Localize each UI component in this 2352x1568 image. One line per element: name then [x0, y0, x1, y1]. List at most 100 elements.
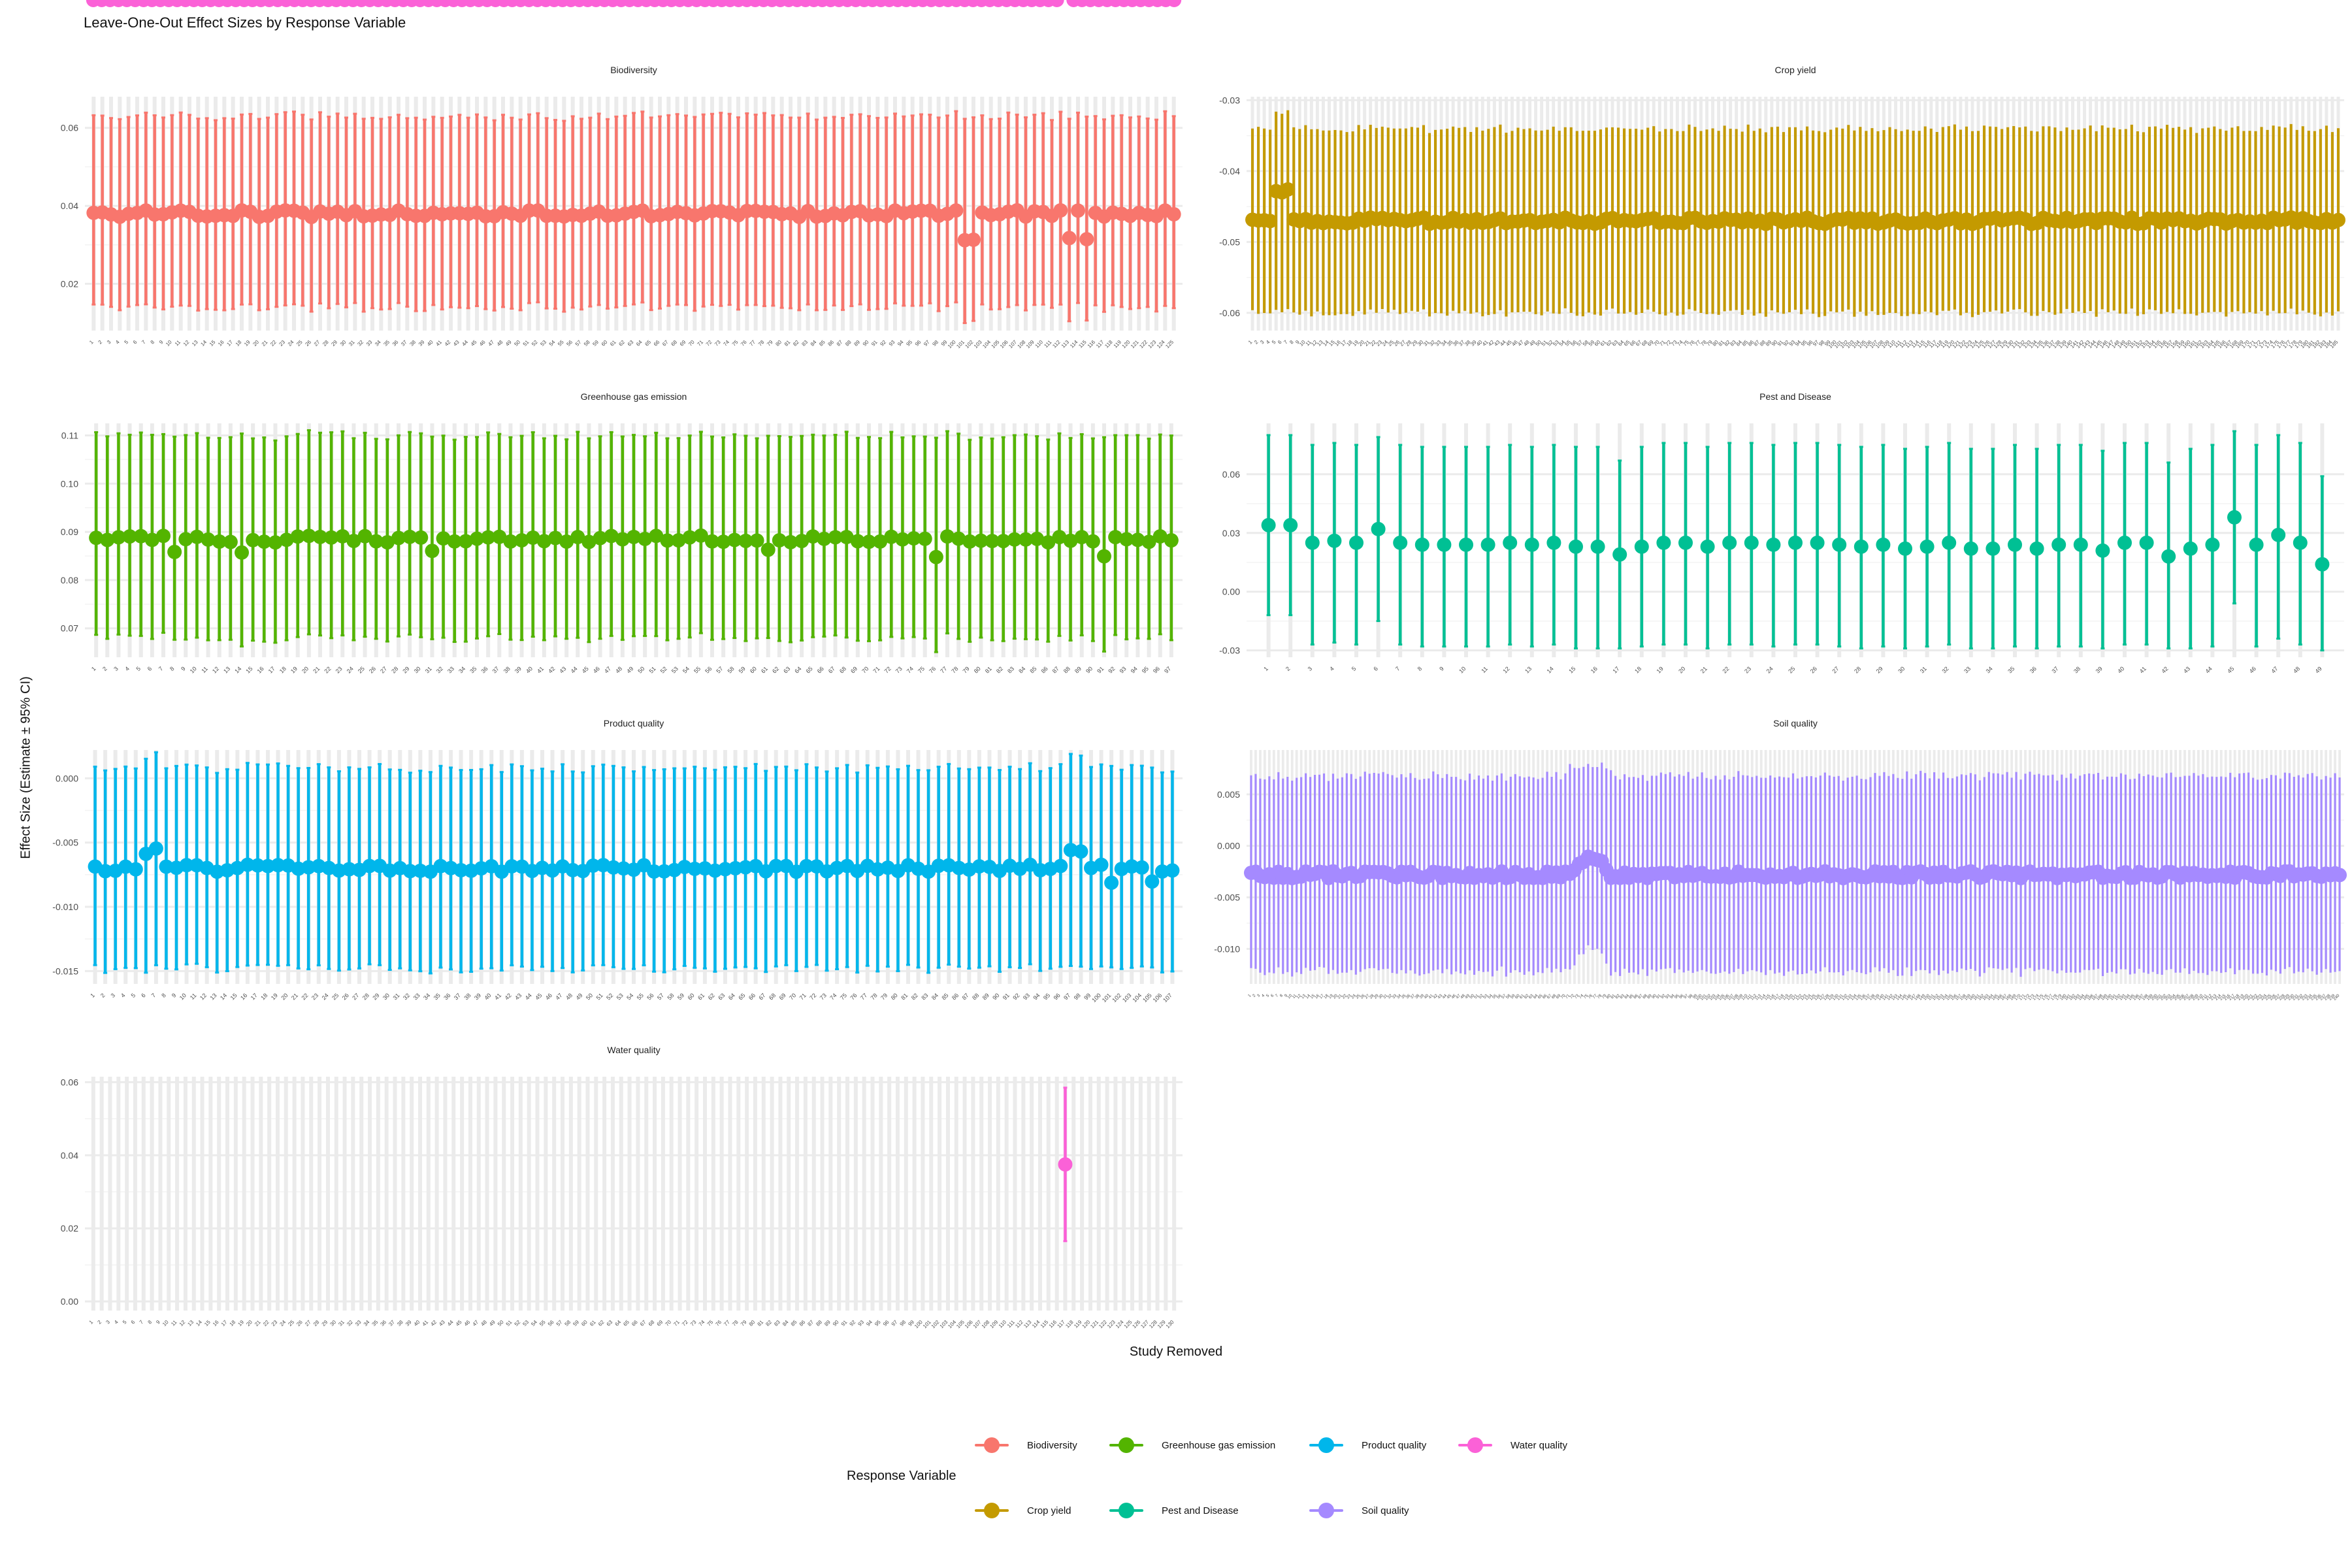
x-tick-label: 37 — [2050, 665, 2059, 674]
x-tick-label: 116 — [1086, 339, 1097, 350]
y-tick-label: 0.02 — [61, 1223, 78, 1233]
x-tick-label: 2 — [1284, 665, 1292, 672]
x-tick-label: 20 — [252, 339, 260, 348]
x-tick-label: 11 — [170, 1319, 178, 1328]
x-tick-label: 53 — [615, 992, 625, 1001]
facet-panel-biodiversity: Biodiversity0.020.040.061 2 3 4 5 6 7 8 9 10 11 12 1… — [61, 65, 1183, 350]
x-tick-label: 31 — [1919, 665, 1928, 674]
x-tick-label: 20 — [280, 992, 289, 1001]
x-tick-label: 4 — [1265, 339, 1271, 346]
x-tick-label: 8 — [1288, 339, 1295, 346]
x-tick-label: 21 — [1699, 665, 1708, 674]
x-tick-label: 46 — [463, 1319, 472, 1328]
estimate-point — [2183, 542, 2198, 556]
x-tick-label: 59 — [676, 992, 685, 1001]
x-tick-label: 9 — [180, 665, 187, 672]
x-tick-label: 11 — [200, 665, 209, 674]
x-tick-label: 23 — [310, 992, 319, 1001]
x-tick-label: 111 — [1043, 339, 1053, 349]
x-tick-label: 48 — [2292, 665, 2301, 674]
x-tick-label: 4 — [123, 665, 131, 672]
x-axis-title: Study Removed — [0, 1345, 2352, 1360]
x-tick-label: 65 — [622, 1319, 630, 1328]
estimate-point — [156, 529, 171, 543]
x-tick-label: 35 — [382, 339, 391, 348]
y-tick-label: 0.06 — [1222, 469, 1240, 480]
x-tick-label: 40 — [525, 665, 534, 674]
x-tick-label: 5 — [1271, 339, 1277, 346]
x-tick-label: 13 — [208, 992, 218, 1001]
estimate-point — [2315, 557, 2329, 572]
x-tick-label: 43 — [452, 339, 461, 348]
y-tick-label: -0.010 — [52, 902, 78, 912]
x-tick-label: 28 — [390, 665, 399, 674]
x-tick-label: 39 — [514, 665, 523, 674]
x-tick-label: 68 — [838, 665, 847, 674]
x-tick-label: 12 — [1501, 665, 1511, 674]
legend-label: Pest and Disease — [1162, 1505, 1239, 1516]
x-tick-label: 83 — [1006, 665, 1015, 674]
x-tick-label: 74 — [906, 665, 915, 674]
x-tick-label: 76 — [928, 665, 937, 674]
x-tick-label: 7 — [1394, 665, 1401, 672]
x-tick-label: 72 — [705, 339, 713, 348]
x-tick-label: 10 — [178, 992, 188, 1001]
estimate-point — [1053, 859, 1068, 874]
x-tick-label: 14 — [233, 665, 242, 674]
x-tick-label: 71 — [696, 339, 704, 348]
x-tick-label: 60 — [749, 665, 758, 674]
x-tick-label: 32 — [1940, 665, 1950, 674]
x-tick-label: 13 — [191, 339, 199, 348]
x-tick-label: 94 — [1130, 665, 1139, 674]
x-tick-label: 98 — [931, 339, 939, 348]
x-tick-label: 34 — [1985, 665, 1994, 674]
x-tick-label: 64 — [635, 339, 644, 348]
x-tick-label: 89 — [853, 339, 861, 348]
x-tick-label: 16 — [217, 339, 225, 348]
x-tick-label: 37 — [400, 339, 408, 348]
x-tick-label: 89 — [1073, 665, 1083, 674]
x-tick-label: 49 — [2314, 665, 2323, 674]
x-tick-label: 61 — [696, 992, 706, 1001]
x-tick-label: 24 — [346, 665, 355, 674]
x-tick-label: 77 — [748, 339, 757, 348]
estimate-point — [1591, 540, 1605, 554]
x-tick-label: 39 — [417, 339, 426, 348]
x-tick-label: 86 — [951, 992, 960, 1001]
x-tick-label: 11 — [174, 339, 182, 348]
x-tick-label: 70 — [788, 992, 797, 1001]
estimate-point — [2331, 213, 2345, 227]
estimate-point — [1262, 518, 1276, 532]
y-tick-label: 0.09 — [61, 527, 78, 537]
y-tick-label: 0.10 — [61, 478, 78, 489]
y-tick-label: 0.02 — [61, 278, 78, 289]
x-tick-label: 8 — [160, 992, 167, 999]
x-tick-label: 77 — [939, 665, 948, 674]
x-tick-label: 49 — [488, 1319, 497, 1328]
panel-background — [85, 1077, 1183, 1311]
x-tick-label: 12 — [182, 339, 191, 348]
estimate-point — [1678, 536, 1693, 550]
y-tick-label: -0.03 — [1219, 95, 1240, 105]
y-tick-label: 0.005 — [1217, 789, 1240, 800]
x-tick-label: 26 — [304, 339, 312, 348]
x-tick-label: 6 — [132, 339, 139, 346]
x-tick-label: 44 — [570, 665, 579, 674]
x-tick-label: 62 — [617, 339, 626, 348]
x-tick-label: 45 — [581, 665, 590, 674]
x-tick-label: 52 — [605, 992, 614, 1001]
x-tick-label: 17 — [1611, 665, 1620, 674]
estimate-point — [1546, 536, 1561, 550]
x-tick-label: 81 — [783, 339, 792, 348]
x-tick-label: 3 — [112, 665, 120, 672]
estimate-point — [1053, 203, 1068, 218]
facet-title: Pest and Disease — [1759, 391, 1831, 402]
x-tick-label: 29 — [321, 1319, 329, 1328]
x-tick-label: 8 — [1279, 993, 1284, 998]
x-tick-label: 13 — [186, 1319, 195, 1328]
x-tick-label: 40 — [426, 339, 434, 348]
x-tick-label: 91 — [870, 339, 879, 348]
x-tick-label: 88 — [815, 1319, 823, 1328]
x-tick-label: 80 — [748, 1319, 757, 1328]
